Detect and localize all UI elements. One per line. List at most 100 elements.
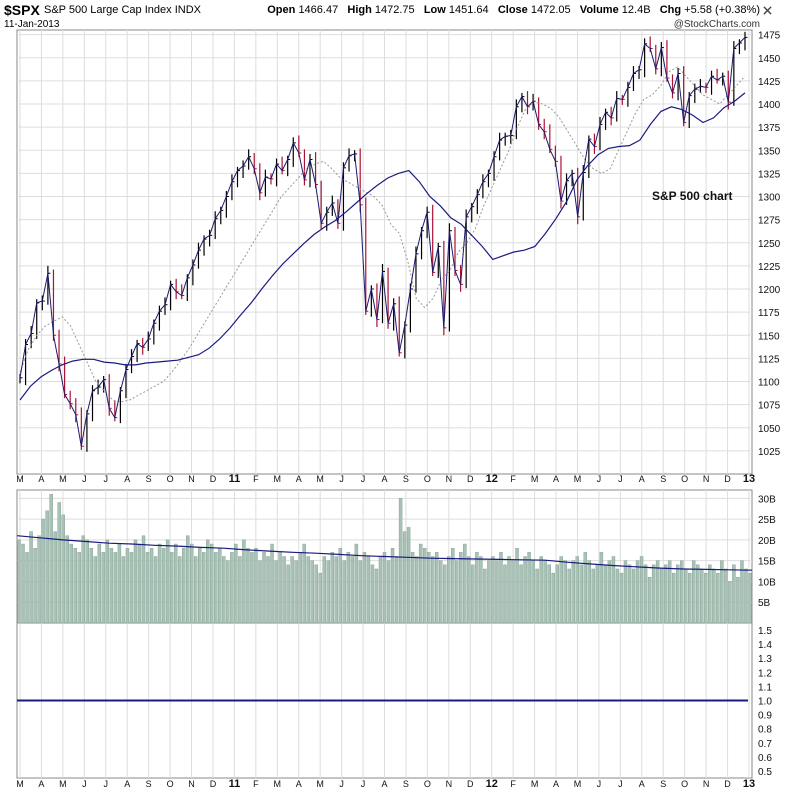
volume-bar (643, 564, 648, 624)
volume-bar (439, 560, 443, 624)
open-label: Open (267, 4, 296, 16)
time-tick-label: A (124, 474, 130, 484)
chart-date: 11-Jan-2013 (4, 19, 60, 30)
time-tick-label: S (660, 779, 666, 789)
volume-bar (53, 531, 57, 624)
volume-bar (77, 552, 81, 624)
volume-bar (246, 547, 250, 624)
time-tick-label: J (339, 779, 344, 789)
volume-bar (567, 568, 571, 624)
volume-bar (350, 556, 355, 624)
time-tick-label: M (16, 474, 24, 484)
time-tick-label: A (124, 779, 130, 789)
volume-bar (37, 535, 41, 624)
ratio-tick-label: 1.3 (758, 654, 772, 665)
volume-bar (49, 493, 53, 624)
time-tick-label: N (446, 474, 453, 484)
time-tick-label: S (660, 474, 666, 484)
volume-bar (615, 568, 620, 624)
axis-labels: 1025 1050 1075 1100 1125 1150 1175 1200 1225 1250… (16, 31, 780, 790)
price-tick-label: 1325 (758, 169, 781, 180)
volume-tick-label: 25B (758, 515, 776, 526)
time-tick-label: O (424, 779, 431, 789)
ratio-tick-label: 0.6 (758, 753, 772, 764)
time-tick-label: M (274, 779, 282, 789)
volume-bar (326, 560, 330, 624)
volume-bar (716, 572, 720, 624)
time-tick-label: J (361, 779, 366, 789)
volume-bar (398, 498, 403, 624)
volume-bar (511, 560, 515, 624)
time-tick-label: A (381, 474, 387, 484)
time-tick-label: M (59, 474, 67, 484)
volume-bar (262, 552, 266, 624)
volume-bar (519, 564, 523, 624)
index-title: S&P 500 Large Cap Index (44, 4, 172, 16)
time-tick-label: J (104, 779, 109, 789)
volume-bar (85, 539, 89, 624)
time-tick-label: O (167, 779, 174, 789)
ohlc-readout: Open 1466.47 High 1472.75 Low 1451.64 Cl… (267, 4, 760, 16)
volume-bar (226, 560, 230, 624)
price-tick-label: 1275 (758, 216, 781, 227)
volume-bar (607, 560, 612, 624)
volume-bar (531, 560, 535, 624)
price-tick-label: 1200 (758, 285, 781, 296)
volume-value: 12.4B (621, 4, 651, 16)
price-tick-label: 1100 (758, 378, 780, 389)
volume-bar (157, 543, 162, 624)
time-tick-label: J (618, 474, 623, 484)
volume-bar (250, 552, 254, 624)
time-tick-label: A (553, 474, 559, 484)
close-icon[interactable] (763, 6, 772, 15)
time-tick-label: D (210, 474, 217, 484)
price-tick-label: 1150 (758, 331, 780, 342)
volume-bar (623, 560, 628, 624)
volume-bar (109, 547, 114, 624)
volume-bar (402, 531, 407, 624)
volume-bar (354, 543, 359, 624)
volume-bar (65, 535, 69, 624)
chg-value: +5.58 (+0.38%) (684, 4, 760, 16)
volume-bar (149, 547, 154, 624)
volume-bar (732, 564, 736, 624)
volume-bar (563, 560, 567, 624)
volume-bar (712, 568, 716, 624)
price-tick-label: 1075 (758, 401, 781, 412)
volume-bar (242, 539, 246, 624)
volume-bar (370, 564, 375, 624)
volume-bar (177, 556, 182, 624)
volume-bar (651, 564, 656, 624)
volume-bar (318, 572, 322, 624)
time-tick-label: M (16, 779, 24, 789)
time-tick-label: N (446, 779, 453, 789)
volume-bar (137, 543, 142, 624)
volume-bar (422, 547, 427, 624)
volume-bar (495, 560, 499, 624)
price-series (19, 31, 748, 452)
price-tick-label: 1450 (758, 54, 781, 65)
volume-bar (89, 547, 94, 624)
volume-bar (627, 564, 632, 624)
volume-bar (547, 564, 551, 624)
chart-header: $SPX S&P 500 Large Cap Index INDX 11-Jan… (0, 0, 800, 32)
volume-bar (483, 568, 487, 624)
ratio-tick-label: 1.1 (758, 682, 772, 693)
volume-bar (57, 502, 61, 624)
ratio-tick-label: 0.8 (758, 725, 772, 736)
volume-bar (688, 572, 692, 624)
time-tick-label: 12 (486, 778, 498, 790)
time-tick-label: A (553, 779, 559, 789)
time-tick-label: N (703, 779, 710, 789)
volume-bar (234, 543, 238, 624)
volume-tick-label: 20B (758, 536, 776, 547)
chart-annotation: S&P 500 chart (652, 189, 733, 203)
time-tick-label: M (59, 779, 67, 789)
time-tick-label: J (104, 474, 109, 484)
volume-bar (69, 543, 73, 624)
volume-bar (728, 581, 732, 624)
volume-bar (724, 568, 728, 624)
time-tick-label: D (724, 779, 731, 789)
volume-bar (736, 577, 740, 624)
ratio-tick-label: 0.5 (758, 767, 772, 778)
